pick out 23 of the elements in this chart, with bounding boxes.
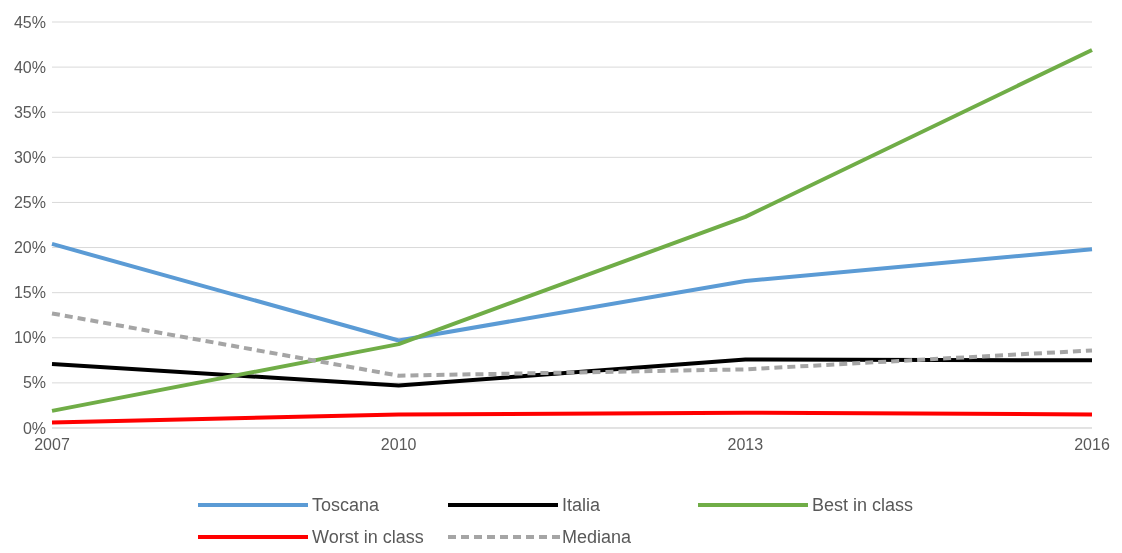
x-tick-label: 2016 xyxy=(1074,436,1110,453)
y-tick-label: 10% xyxy=(13,329,46,347)
legend-label: Worst in class xyxy=(312,527,424,548)
y-tick-label: 40% xyxy=(13,58,46,76)
y-tick-label: 5% xyxy=(22,374,46,392)
legend-label: Italia xyxy=(562,495,602,516)
y-tick-label: 30% xyxy=(13,148,46,166)
line-series xyxy=(50,311,1094,378)
line-series xyxy=(50,357,1094,388)
line-series xyxy=(50,241,1094,343)
x-tick-label: 2007 xyxy=(34,436,70,453)
y-tick-label: 0% xyxy=(22,419,46,437)
x-tick-label: 2013 xyxy=(727,436,764,453)
legend-label: Toscana xyxy=(312,495,381,516)
y-tick-label: 20% xyxy=(13,239,46,257)
line-series xyxy=(50,47,1094,413)
y-tick-label: 35% xyxy=(13,103,46,121)
y-tick-label: 15% xyxy=(13,284,46,302)
y-tick-label: 25% xyxy=(13,194,46,212)
x-tick-label: 2010 xyxy=(380,436,417,453)
y-tick-label: 45% xyxy=(13,13,46,31)
legend-label: Best in class xyxy=(812,495,914,516)
legend-label: Mediana xyxy=(562,527,633,548)
